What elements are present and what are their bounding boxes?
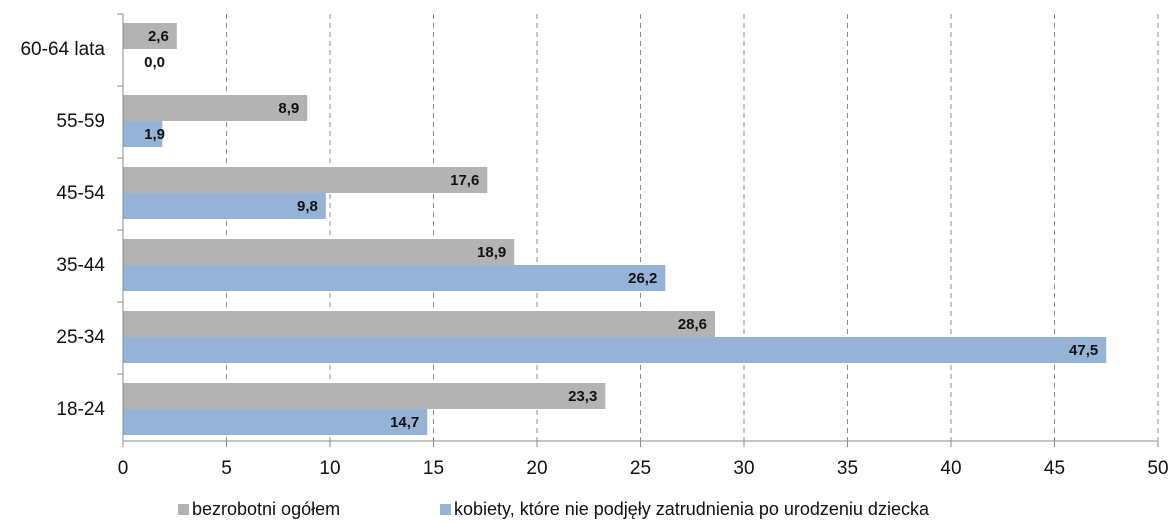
x-tick-label: 45 (1044, 458, 1065, 479)
legend-swatch (440, 504, 451, 515)
bar (123, 383, 606, 409)
x-tick-label: 10 (319, 458, 340, 479)
value-labels: 2,6 0,0 8,9 1,9 17,6 9,8 18,9 26,2 28,6 47,5 23,3 1… (144, 28, 1098, 431)
x-tick-label: 20 (526, 458, 547, 479)
bar (123, 311, 716, 337)
legend-entry: bezrobotni ogółem (192, 499, 340, 519)
category-label: 60-64 lata (20, 39, 105, 60)
data-label: 14,7 (390, 414, 419, 431)
data-label: 28,6 (678, 316, 707, 333)
data-label: 18,9 (477, 244, 506, 261)
data-label: 1,9 (144, 126, 165, 143)
bar (123, 409, 428, 435)
data-label: 26,2 (628, 270, 657, 287)
category-label: 18-24 (56, 399, 105, 420)
category-label: 35-44 (56, 255, 105, 276)
bar (123, 23, 177, 49)
x-tick-label: 0 (118, 458, 129, 479)
bar (123, 337, 1107, 363)
data-label: 0,0 (144, 54, 165, 71)
gridlines (226, 14, 1159, 441)
x-tick-label: 5 (221, 458, 232, 479)
x-tick-labels: 0 5 10 15 20 25 30 35 40 45 50 (118, 458, 1169, 479)
data-label: 47,5 (1069, 342, 1098, 359)
x-tick-label: 15 (423, 458, 444, 479)
category-label: 25-34 (56, 327, 105, 348)
x-tick-label: 35 (837, 458, 858, 479)
x-tick-label: 25 (630, 458, 651, 479)
category-label: 45-54 (56, 183, 105, 204)
legend-entry: kobiety, które nie podjęły zatrudnienia … (454, 499, 930, 519)
x-tick-label: 50 (1147, 458, 1168, 479)
legend: bezrobotni ogółem kobiety, które nie podj… (178, 499, 930, 519)
bar (123, 193, 326, 219)
data-label: 9,8 (297, 198, 318, 215)
x-tick-label: 30 (733, 458, 754, 479)
bar (123, 239, 515, 265)
data-label: 2,6 (148, 28, 169, 45)
category-labels: 60-64 lata 55-59 45-54 35-44 25-34 18-24 (20, 39, 105, 420)
data-label: 17,6 (450, 172, 479, 189)
bars (123, 23, 1107, 435)
legend-swatch (178, 504, 189, 515)
category-label: 55-59 (56, 111, 105, 132)
bar (123, 265, 666, 291)
bar (123, 95, 308, 121)
axes (117, 13, 1159, 447)
bar (123, 167, 488, 193)
x-tick-label: 40 (940, 458, 961, 479)
data-label: 8,9 (278, 100, 299, 117)
bar (123, 121, 163, 147)
data-label: 23,3 (568, 388, 597, 405)
